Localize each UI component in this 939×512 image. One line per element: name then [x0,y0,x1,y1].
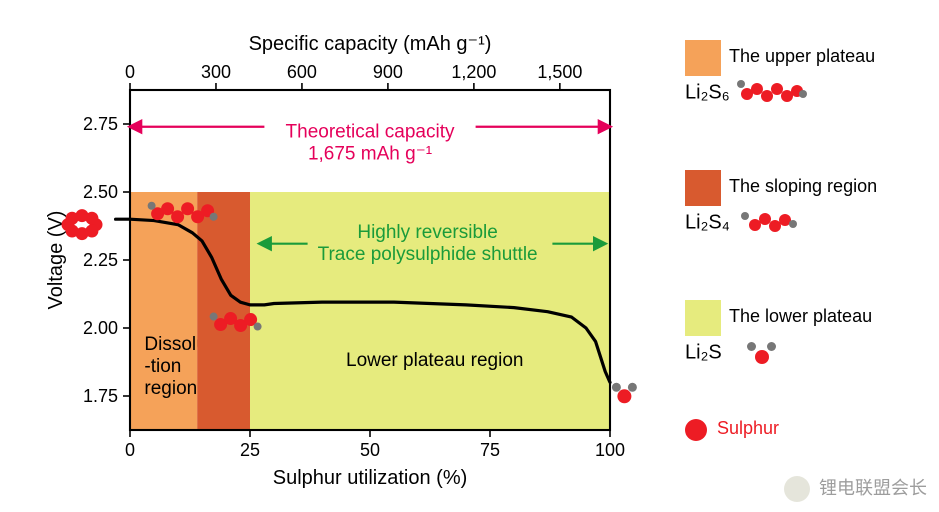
x-bottom-label: Sulphur utilization (%) [273,467,468,489]
swatch-icon [685,170,721,206]
legend-sloping-region: The sloping region Li₂S₄ [685,170,929,236]
theoretical-capacity-label: Theoretical capacity1,675 mAh g⁻¹ [286,122,455,165]
y-tick: 2.00 [83,318,118,338]
sloping-region-band [197,192,250,430]
legend-label: The upper plateau [729,46,875,66]
legend-label: The lower plateau [729,306,872,326]
y-tick: 1.75 [83,386,118,406]
y-tick: 2.25 [83,250,118,270]
swatch-icon [685,40,721,76]
x-top-tick: 1,200 [451,62,496,82]
x-bottom-tick: 50 [360,440,380,460]
x-bottom-tick: 100 [595,440,625,460]
y-tick: 2.75 [83,114,118,134]
watermark-text: 锂电联盟会长 [819,478,927,498]
x-top-label: Specific capacity (mAh g⁻¹) [249,33,492,55]
legend-formula: Li₂S [685,341,722,363]
y-tick: 2.50 [83,182,118,202]
watermark-avatar-icon [784,476,810,502]
sulphur-dot-icon [685,419,707,441]
legend-formula: Li₂S₆ [685,81,730,103]
x-top-tick: 1,500 [537,62,582,82]
x-bottom-tick: 75 [480,440,500,460]
s8-molecule [62,209,103,240]
watermark: 锂电联盟会长 [784,474,927,502]
legend-formula: Li₂S₄ [685,211,730,233]
legend-lower-plateau: The lower plateau Li₂S [685,300,929,366]
lower-plateau-region-label: Lower plateau region [346,350,523,371]
legend-upper-plateau: The upper plateau Li₂S₆ [685,40,929,106]
chart-legend: The upper plateau Li₂S₆ The sloping regio… [670,0,939,512]
x-top-tick: 900 [373,62,403,82]
legend-sulphur-key: Sulphur [685,418,929,441]
li2s-molecule [612,383,637,404]
x-bottom-tick: 0 [125,440,135,460]
x-top-tick: 600 [287,62,317,82]
swatch-icon [685,300,721,336]
x-top-tick: 300 [201,62,231,82]
x-top-tick: 0 [125,62,135,82]
discharge-curve-chart: Dissolu-tionregionLower plateau region02… [0,0,670,512]
legend-label: Sulphur [717,418,779,438]
chart-svg: Dissolu-tionregionLower plateau region02… [0,0,670,512]
legend-label: The sloping region [729,176,877,196]
x-bottom-tick: 25 [240,440,260,460]
